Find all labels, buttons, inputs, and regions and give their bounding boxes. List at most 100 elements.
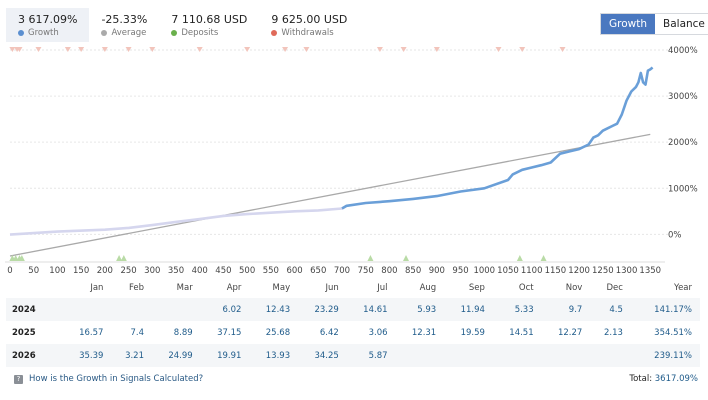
x-tick-label: 1350 bbox=[639, 266, 661, 276]
stat-deposits[interactable]: 7 110.68 USD Deposits bbox=[159, 8, 259, 42]
x-tick-label: 650 bbox=[310, 266, 326, 276]
column-header: Apr bbox=[226, 283, 242, 293]
stat-withdrawals[interactable]: 9 625.00 USD Withdrawals bbox=[259, 8, 359, 42]
y-tick-label: 0% bbox=[668, 230, 682, 240]
column-header: Aug bbox=[419, 283, 437, 293]
table-row: 2026 35.39 3.21 24.99 19.91 13.93 34.25 5.87 239… bbox=[6, 344, 700, 367]
column-header: Jun bbox=[325, 283, 339, 293]
deposit-marker-icon bbox=[367, 255, 374, 261]
withdrawal-marker-icon bbox=[433, 47, 440, 52]
x-tick-label: 800 bbox=[381, 266, 397, 276]
year-cell: 2024 bbox=[6, 298, 63, 321]
deposit-marker-icon bbox=[12, 255, 19, 261]
x-tick-label: 1050 bbox=[497, 266, 519, 276]
stat-average[interactable]: -25.33% Average bbox=[89, 8, 159, 42]
growth-dot-icon bbox=[18, 30, 24, 36]
growth-calculation-link[interactable]: How is the Growth in Signals Calculated? bbox=[29, 374, 204, 384]
stat-withdrawals-value: 9 625.00 USD bbox=[271, 13, 348, 26]
y-tick-label: 4000% bbox=[668, 46, 698, 56]
deposit-marker-icon bbox=[18, 255, 25, 261]
withdrawal-marker-icon bbox=[282, 47, 289, 52]
column-header bbox=[6, 278, 63, 298]
average-series-line bbox=[9, 133, 651, 257]
y-tick-label: 2000% bbox=[668, 138, 698, 148]
column-header: Jul bbox=[377, 283, 388, 293]
growth-tab-button[interactable]: Growth bbox=[601, 14, 656, 34]
withdrawal-marker-icon bbox=[196, 47, 203, 52]
table-cell: 35.39 bbox=[62, 344, 112, 367]
x-tick-label: 250 bbox=[120, 266, 136, 276]
x-tick-label: 350 bbox=[168, 266, 184, 276]
stats-bar: 3 617.09% Growth -25.33% Average 7 110.6… bbox=[6, 8, 359, 42]
column-header: Feb bbox=[128, 283, 144, 293]
year-cell: 2025 bbox=[12, 327, 36, 338]
table-cell: 19.59 bbox=[460, 327, 485, 338]
x-tick-label: 450 bbox=[215, 266, 231, 276]
table-cell: 12.27 bbox=[557, 327, 583, 338]
table-cell: 239.11% bbox=[630, 344, 700, 367]
withdrawal-marker-icon bbox=[149, 47, 156, 52]
table-cell bbox=[541, 344, 591, 367]
x-tick-label: 550 bbox=[263, 266, 279, 276]
table-cell bbox=[395, 344, 445, 367]
balance-tab-button[interactable]: Balance bbox=[655, 14, 708, 34]
withdrawal-marker-icon bbox=[519, 47, 526, 52]
stat-growth-label: Growth bbox=[28, 28, 59, 38]
x-tick-label: 1200 bbox=[568, 266, 590, 276]
deposit-marker-icon bbox=[120, 255, 127, 261]
average-dot-icon bbox=[101, 30, 108, 36]
table-cell: 8.89 bbox=[173, 327, 193, 338]
x-tick-label: 300 bbox=[144, 266, 160, 276]
table-cell: 13.93 bbox=[249, 344, 299, 367]
year-cell: 2026 bbox=[6, 344, 63, 367]
total-growth: Total: 3617.09% bbox=[629, 374, 698, 384]
table-cell: 19.91 bbox=[200, 344, 250, 367]
column-header: Mar bbox=[176, 283, 193, 293]
table-cell: 5.33 bbox=[492, 298, 542, 321]
stat-growth[interactable]: 3 617.09% Growth bbox=[6, 8, 90, 42]
table-cell bbox=[590, 344, 631, 367]
x-tick-label: 50 bbox=[28, 266, 39, 276]
withdrawal-marker-icon bbox=[35, 47, 42, 52]
table-cell: 7.4 bbox=[130, 327, 144, 338]
table-row: 2024 6.02 12.43 23.29 14.61 5.93 11.94 5.33 9.7 4… bbox=[6, 298, 700, 321]
table-cell: 16.57 bbox=[79, 327, 104, 338]
x-tick-label: 900 bbox=[429, 266, 445, 276]
help-footer: ? How is the Growth in Signals Calculate… bbox=[14, 374, 203, 384]
table-cell bbox=[62, 298, 112, 321]
chart-mode-toggle: Growth Balance bbox=[600, 13, 708, 35]
withdrawal-marker-icon bbox=[101, 47, 108, 52]
x-tick-label: 850 bbox=[405, 266, 421, 276]
x-tick-label: 1100 bbox=[521, 266, 543, 276]
table-cell: 14.51 bbox=[509, 327, 534, 338]
growth-chart[interactable]: 4000% 3000% 2000% 1000% 0% 0 50 100 150 200 250 300… bbox=[0, 40, 708, 276]
table-cell: 6.42 bbox=[319, 327, 339, 338]
x-tick-label: 1000 bbox=[473, 266, 495, 276]
table-cell: 34.25 bbox=[298, 344, 347, 367]
help-icon: ? bbox=[14, 374, 23, 384]
column-header: Nov bbox=[565, 283, 583, 293]
withdrawal-marker-icon bbox=[9, 47, 16, 52]
deposit-marker-icon bbox=[540, 255, 547, 261]
deposit-marker-icon bbox=[516, 255, 523, 261]
total-label: Total: bbox=[629, 374, 653, 384]
table-cell: 11.94 bbox=[444, 298, 493, 321]
table-cell: 4.5 bbox=[590, 298, 631, 321]
table-cell: 3.06 bbox=[368, 327, 388, 338]
column-header: Jan bbox=[90, 283, 104, 293]
x-tick-label: 400 bbox=[192, 266, 208, 276]
table-cell: 24.99 bbox=[152, 344, 201, 367]
withdrawal-marker-icon bbox=[303, 47, 310, 52]
x-tick-label: 1300 bbox=[616, 266, 638, 276]
x-tick-label: 100 bbox=[49, 266, 65, 276]
stat-growth-value: 3 617.09% bbox=[18, 13, 78, 26]
total-value: 3617.09% bbox=[654, 374, 698, 384]
table-cell: 6.02 bbox=[200, 298, 250, 321]
column-header: Oct bbox=[518, 283, 534, 293]
x-tick-label: 200 bbox=[97, 266, 113, 276]
x-tick-label: 1250 bbox=[592, 266, 614, 276]
table-header-row: Jan Feb Mar Apr May Jun Jul Aug Sep Oct Nov Dec Year bbox=[6, 278, 700, 298]
table-cell: 5.87 bbox=[346, 344, 396, 367]
column-header: May bbox=[272, 283, 291, 293]
x-tick-label: 950 bbox=[452, 266, 468, 276]
